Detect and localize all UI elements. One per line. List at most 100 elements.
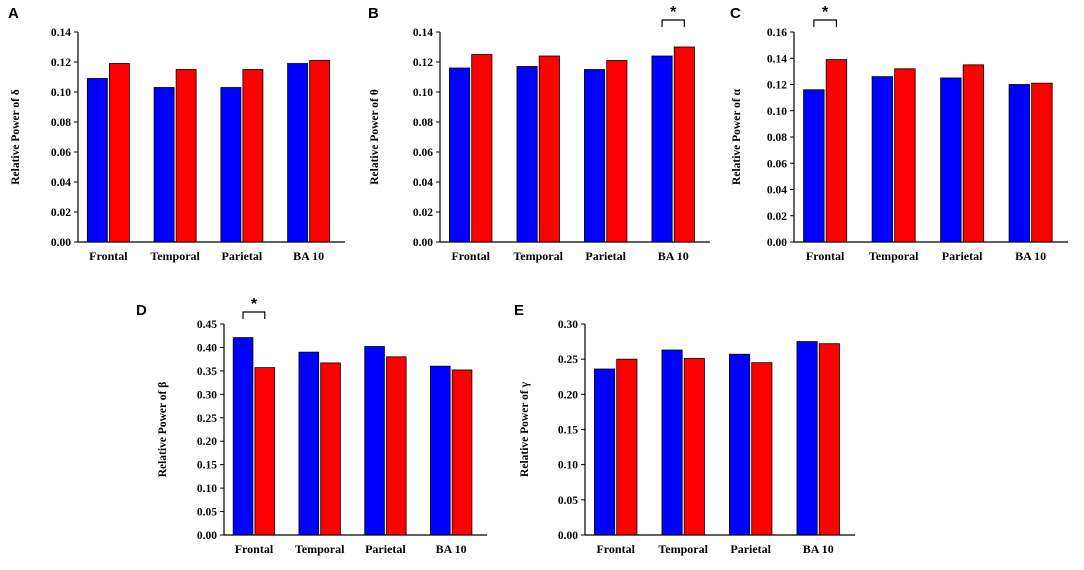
y-tick-label: 0.10 bbox=[767, 106, 787, 118]
chart-panel-a: A 0.00 0.02 0.04 0.06 0.08 0.10 0.12 0.14 Relativ… bbox=[8, 5, 345, 263]
y-axis-title: Relative Power of δ bbox=[10, 89, 22, 185]
y-tick-label: 0.25 bbox=[558, 354, 578, 366]
y-tick-label: 0.02 bbox=[51, 207, 71, 219]
bar-group2-parietal bbox=[962, 64, 985, 243]
x-category-label: Temporal bbox=[658, 542, 708, 556]
x-category-label: Parietal bbox=[942, 249, 983, 263]
bar-group2-frontal bbox=[108, 63, 130, 243]
x-category-label: Parietal bbox=[585, 249, 626, 263]
bar-group1-parietal bbox=[220, 87, 242, 243]
bar-group2-frontal bbox=[825, 59, 848, 243]
bar-group1-frontal bbox=[449, 67, 471, 243]
bar-group2-frontal bbox=[254, 367, 276, 536]
bar-group2-temporal bbox=[320, 362, 341, 536]
y-tick-label: 0.14 bbox=[413, 27, 433, 39]
y-tick-label: 0.04 bbox=[767, 185, 787, 197]
significance-bracket bbox=[813, 19, 838, 27]
x-category-label: BA 10 bbox=[658, 249, 689, 263]
panel-letter: B bbox=[368, 5, 379, 22]
bar-group1-frontal bbox=[86, 78, 108, 243]
y-tick-label: 0.20 bbox=[197, 436, 217, 448]
y-tick-label: 0.08 bbox=[413, 117, 433, 129]
x-category-label: BA 10 bbox=[436, 542, 467, 556]
significance-star: * bbox=[670, 4, 677, 21]
x-category-label: Frontal bbox=[806, 249, 845, 263]
y-tick-label: 0.10 bbox=[197, 483, 217, 495]
x-category-label: Temporal bbox=[869, 249, 919, 263]
x-category-label: Temporal bbox=[513, 249, 563, 263]
bar-group2-ba-10 bbox=[673, 46, 695, 243]
y-tick-label: 0.00 bbox=[51, 237, 71, 249]
y-tick-label: 0.12 bbox=[413, 57, 433, 69]
y-tick-label: 0.40 bbox=[197, 342, 217, 354]
bar-group1-parietal bbox=[584, 69, 606, 243]
bar-group2-ba-10 bbox=[309, 60, 331, 243]
x-category-label: Parietal bbox=[365, 542, 406, 556]
y-tick-label: 0.14 bbox=[51, 27, 71, 39]
x-category-label: Temporal bbox=[295, 542, 345, 556]
bar-group2-parietal bbox=[242, 69, 264, 243]
panel-letter: D bbox=[136, 302, 147, 319]
y-tick-label: 0.15 bbox=[558, 425, 578, 437]
y-tick-label: 0.35 bbox=[197, 366, 217, 378]
y-tick-label: 0.08 bbox=[767, 132, 787, 144]
significance-star: * bbox=[251, 296, 258, 313]
y-tick-label: 0.06 bbox=[767, 158, 787, 170]
bar-group1-ba-10 bbox=[796, 341, 818, 536]
x-category-label: Frontal bbox=[596, 542, 635, 556]
bar-group2-parietal bbox=[606, 60, 628, 243]
x-category-label: Frontal bbox=[89, 249, 128, 263]
x-category-label: BA 10 bbox=[803, 542, 834, 556]
bar-group1-frontal bbox=[232, 337, 254, 536]
y-tick-label: 0.05 bbox=[197, 507, 217, 519]
y-tick-label: 0.14 bbox=[767, 53, 787, 65]
y-tick-label: 0.12 bbox=[51, 57, 71, 69]
bar-group2-frontal bbox=[471, 54, 493, 243]
y-tick-label: 0.00 bbox=[197, 530, 217, 542]
y-tick-label: 0.30 bbox=[197, 389, 217, 401]
bar-group2-temporal bbox=[538, 55, 560, 243]
bar-group1-parietal bbox=[364, 346, 385, 536]
y-tick-label: 0.05 bbox=[558, 495, 578, 507]
bar-group1-ba-10 bbox=[1008, 84, 1031, 243]
bar-group2-temporal bbox=[175, 69, 197, 243]
bar-group2-parietal bbox=[751, 362, 773, 536]
y-tick-label: 0.06 bbox=[413, 147, 433, 159]
y-axis-title: Relative Power of β bbox=[157, 382, 169, 478]
y-tick-label: 0.10 bbox=[558, 460, 578, 472]
bar-group2-temporal bbox=[683, 358, 705, 536]
bar-group1-ba-10 bbox=[430, 365, 451, 536]
chart-panel-e: E 0.00 0.05 0.10 0.15 0.20 0.25 0.30 Relative Po… bbox=[514, 302, 855, 556]
bar-group1-temporal bbox=[298, 351, 320, 536]
significance-bracket bbox=[661, 19, 685, 27]
y-tick-label: 0.45 bbox=[197, 319, 217, 331]
bar-group1-temporal bbox=[153, 87, 175, 243]
y-axis-title: Relative Power of γ bbox=[519, 381, 531, 477]
x-category-label: Frontal bbox=[451, 249, 490, 263]
y-axis-title: Relative Power of θ bbox=[369, 89, 381, 185]
y-tick-label: 0.04 bbox=[413, 177, 433, 189]
y-tick-label: 0.12 bbox=[767, 80, 787, 92]
y-tick-label: 0.10 bbox=[413, 87, 433, 99]
y-tick-label: 0.15 bbox=[197, 460, 217, 472]
bar-group1-ba-10 bbox=[287, 63, 309, 243]
y-tick-label: 0.00 bbox=[558, 530, 578, 542]
panel-letter: A bbox=[8, 5, 19, 22]
chart-panel-d: D 0.00 0.05 0.10 0.15 0.20 0.25 0.30 0.35 0.40 0.4… bbox=[136, 296, 487, 556]
bar-group1-frontal bbox=[594, 368, 616, 536]
x-category-label: Temporal bbox=[150, 249, 200, 263]
y-tick-label: 0.08 bbox=[51, 117, 71, 129]
significance-star: * bbox=[822, 4, 829, 21]
bar-group1-parietal bbox=[940, 77, 962, 243]
bar-group1-frontal bbox=[803, 89, 825, 243]
x-category-label: Parietal bbox=[222, 249, 263, 263]
y-axis-title: Relative Power of α bbox=[731, 88, 743, 185]
panel-letter: C bbox=[730, 5, 741, 22]
y-tick-label: 0.02 bbox=[767, 211, 787, 223]
y-tick-label: 0.00 bbox=[413, 237, 433, 249]
chart-panel-c: C 0.00 0.02 0.04 0.06 0.08 0.10 0.12 0.14 0.16 Rel… bbox=[730, 4, 1068, 263]
bar-group1-parietal bbox=[729, 353, 751, 536]
x-category-label: Parietal bbox=[730, 542, 771, 556]
